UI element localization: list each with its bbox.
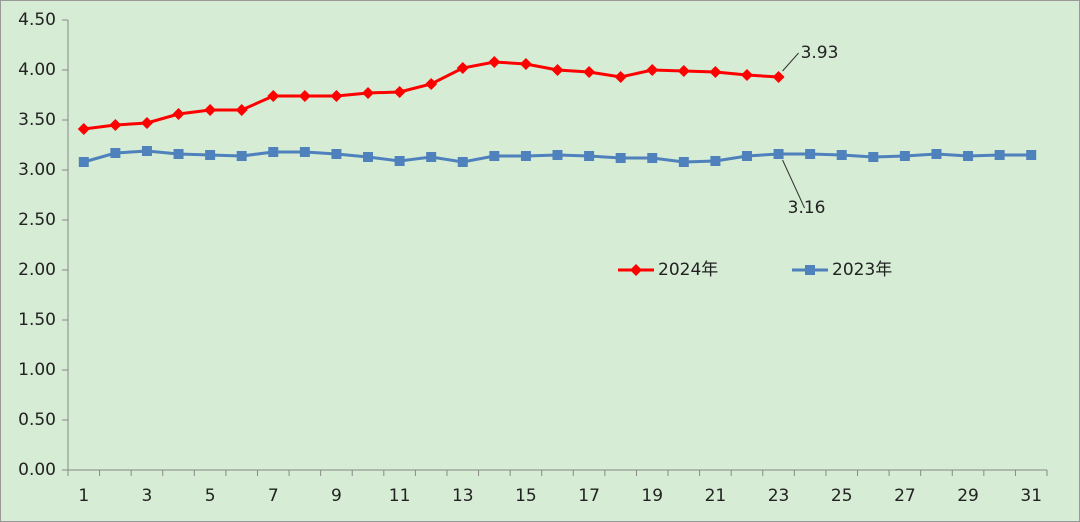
y-tick-label: 2.00 xyxy=(18,260,56,280)
point xyxy=(204,104,217,116)
point xyxy=(741,151,752,161)
leader-line xyxy=(782,52,799,72)
point xyxy=(583,66,596,78)
point xyxy=(78,157,89,167)
y-tick-label: 3.00 xyxy=(18,160,56,180)
point xyxy=(77,123,90,135)
x-tick-label: 29 xyxy=(957,486,979,506)
point xyxy=(362,87,375,99)
y-tick-label: 4.00 xyxy=(18,60,56,80)
point xyxy=(710,156,721,166)
point xyxy=(457,157,468,167)
point xyxy=(393,86,406,98)
point xyxy=(1026,150,1037,160)
point xyxy=(140,117,153,129)
legend-label: 2023年 xyxy=(832,260,892,280)
point xyxy=(298,90,311,102)
point xyxy=(267,90,280,102)
point xyxy=(772,71,785,83)
x-tick-label: 17 xyxy=(578,486,600,506)
point xyxy=(646,64,659,76)
point xyxy=(426,152,437,162)
y-tick-label: 1.00 xyxy=(18,360,56,380)
point xyxy=(868,152,879,162)
point xyxy=(931,149,942,159)
x-tick-label: 7 xyxy=(268,486,279,506)
x-tick-label: 3 xyxy=(142,486,153,506)
point xyxy=(899,151,910,161)
x-tick-label: 23 xyxy=(768,486,790,506)
y-tick-label: 2.50 xyxy=(18,210,56,230)
point xyxy=(173,149,184,159)
point xyxy=(394,156,405,166)
point xyxy=(773,149,784,159)
point xyxy=(236,151,247,161)
point xyxy=(330,90,343,102)
point xyxy=(172,108,185,120)
point xyxy=(363,152,374,162)
point xyxy=(141,146,152,156)
point xyxy=(456,62,469,74)
point xyxy=(709,66,722,78)
legend-label: 2024年 xyxy=(658,260,718,280)
y-tick-label: 0.50 xyxy=(18,410,56,430)
point xyxy=(677,65,690,77)
point xyxy=(836,150,847,160)
point xyxy=(584,151,595,161)
point xyxy=(268,147,279,157)
x-tick-label: 13 xyxy=(452,486,474,506)
point xyxy=(805,149,816,159)
data-label: 3.16 xyxy=(788,198,826,218)
y-tick-label: 4.50 xyxy=(18,10,56,30)
point xyxy=(740,69,753,81)
point xyxy=(614,71,627,83)
point xyxy=(615,153,626,163)
x-tick-label: 1 xyxy=(78,486,89,506)
point xyxy=(488,56,501,68)
x-tick-label: 19 xyxy=(641,486,663,506)
x-tick-label: 11 xyxy=(389,486,411,506)
point xyxy=(551,64,564,76)
point xyxy=(552,150,563,160)
point xyxy=(994,150,1005,160)
point xyxy=(299,147,310,157)
y-tick-label: 0.00 xyxy=(18,460,56,480)
x-tick-label: 27 xyxy=(894,486,916,506)
data-label: 3.93 xyxy=(801,43,839,63)
point xyxy=(110,148,121,158)
point xyxy=(805,265,815,275)
point xyxy=(489,151,500,161)
y-tick-label: 3.50 xyxy=(18,110,56,130)
point xyxy=(109,119,122,131)
point xyxy=(520,151,531,161)
x-tick-label: 25 xyxy=(831,486,853,506)
point xyxy=(205,150,216,160)
x-tick-label: 9 xyxy=(331,486,342,506)
x-tick-label: 21 xyxy=(705,486,727,506)
leader-line xyxy=(782,159,806,209)
point xyxy=(630,264,642,276)
x-tick-label: 5 xyxy=(205,486,216,506)
point xyxy=(331,149,342,159)
point xyxy=(235,104,248,116)
y-tick-label: 1.50 xyxy=(18,310,56,330)
point xyxy=(963,151,974,161)
point xyxy=(678,157,689,167)
x-tick-label: 31 xyxy=(1020,486,1042,506)
point xyxy=(425,78,438,90)
point xyxy=(519,58,532,70)
x-tick-label: 15 xyxy=(515,486,537,506)
point xyxy=(647,153,658,163)
